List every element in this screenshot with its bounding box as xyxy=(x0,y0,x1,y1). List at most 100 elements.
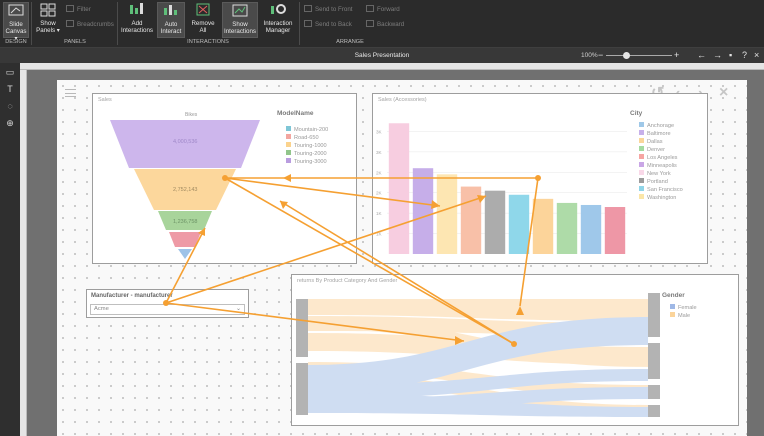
funnel-level-4[interactable] xyxy=(169,232,201,247)
document-title: Sales Presentation xyxy=(354,52,410,59)
sankey-flow[interactable] xyxy=(308,393,648,417)
bar[interactable] xyxy=(412,168,434,254)
breadcrumbs-icon xyxy=(66,20,74,27)
legend-item[interactable]: Portland xyxy=(639,178,668,186)
card-title: Sales (Accessories) xyxy=(378,97,427,103)
interaction-manager-button[interactable]: Interaction Manager xyxy=(260,2,296,38)
back-arrow-icon[interactable]: ← xyxy=(697,50,706,60)
legend-item[interactable]: Touring-3000 xyxy=(286,158,327,166)
comment-icon[interactable]: ◌ xyxy=(7,101,13,111)
legend-label: Washington xyxy=(647,195,677,201)
legend-item[interactable]: Los Angeles xyxy=(639,154,677,162)
show-panels-button[interactable]: Show Panels ▾ xyxy=(35,2,61,38)
slicer-dropdown[interactable]: Acme ⌄ xyxy=(90,304,245,315)
send-to-front-icon xyxy=(304,5,312,12)
menu-icon[interactable] xyxy=(65,89,76,97)
zoom-slider-thumb[interactable] xyxy=(623,52,630,59)
add-interactions-label: Add Interactions xyxy=(121,20,153,34)
legend-label: Touring-3000 xyxy=(294,159,327,165)
funnel-level-5[interactable] xyxy=(178,249,192,259)
sales-funnel-card[interactable]: Sales Bikes 4,000,536 2,752,143 1,236,75… xyxy=(92,93,357,264)
bar[interactable] xyxy=(484,190,506,254)
y-tick-label: 1K xyxy=(376,232,383,237)
sankey-flow[interactable] xyxy=(308,369,648,399)
legend-item[interactable]: Dallas xyxy=(639,138,663,146)
send-to-front-button[interactable]: Send to Front xyxy=(304,5,353,15)
send-to-back-button[interactable]: Send to Back xyxy=(304,20,352,30)
sankey-target-node[interactable] xyxy=(648,343,660,379)
sankey-target-node[interactable] xyxy=(648,405,660,417)
legend-item[interactable]: Minneapolis xyxy=(639,162,677,170)
y-tick-label: 2K xyxy=(376,170,383,175)
bar[interactable] xyxy=(436,174,458,254)
remove-all-label: Remove All xyxy=(191,20,215,34)
legend-item[interactable]: Denver xyxy=(639,146,665,154)
close-slide-icon[interactable]: × xyxy=(719,84,729,101)
zoom-slider[interactable] xyxy=(606,55,672,56)
text-icon[interactable]: T xyxy=(7,84,13,94)
legend-label: Male xyxy=(678,313,691,319)
legend-swatch xyxy=(286,134,291,139)
legend-item[interactable]: Touring-1000 xyxy=(286,142,327,150)
legend-swatch xyxy=(639,162,644,167)
globe-icon[interactable]: ⊕ xyxy=(6,118,14,128)
backward-button[interactable]: Backward xyxy=(366,20,404,30)
legend-label: Portland xyxy=(647,179,668,185)
sankey-source-node[interactable] xyxy=(296,363,308,415)
y-tick-label: 2K xyxy=(376,191,383,196)
legend-item[interactable]: Washington xyxy=(639,194,676,202)
legend-item[interactable]: New York xyxy=(639,170,671,178)
sankey-source-node[interactable] xyxy=(296,299,308,357)
chevron-down-icon: ⌄ xyxy=(235,306,241,312)
slides-icon[interactable]: ▭ xyxy=(5,67,15,77)
help-icon[interactable]: ? xyxy=(742,50,748,60)
bar[interactable] xyxy=(532,198,554,254)
legend-item[interactable]: Baltimore xyxy=(639,130,671,138)
manufacturer-slicer[interactable]: Manufacturer - manufacturer Acme ⌄ xyxy=(86,289,249,318)
forward-arrow-icon[interactable]: → xyxy=(713,50,722,60)
zoom-out-icon[interactable]: − xyxy=(598,50,604,60)
add-interactions-button[interactable]: Add Interactions xyxy=(120,2,154,38)
bar[interactable] xyxy=(508,194,530,254)
remove-all-button[interactable]: Remove All xyxy=(189,2,217,38)
bar[interactable] xyxy=(556,202,578,254)
funnel-level-1[interactable] xyxy=(110,120,260,168)
sankey-target-node[interactable] xyxy=(648,385,660,399)
bar[interactable] xyxy=(460,186,482,254)
auto-interact-button[interactable]: Auto Interact xyxy=(157,2,185,38)
legend-item[interactable]: Road-650 xyxy=(286,134,319,142)
bar[interactable] xyxy=(388,123,410,254)
filter-button[interactable]: Filter xyxy=(66,5,91,15)
auto-interact-icon xyxy=(164,5,177,15)
legend-item[interactable]: Female xyxy=(670,304,697,312)
legend-item[interactable]: Anchorage xyxy=(639,122,674,130)
legend-item[interactable]: Male xyxy=(670,312,690,320)
sales-accessories-card[interactable]: Sales (Accessories) 3K 3K 2K 2K 1K 1K City An… xyxy=(372,93,708,264)
show-interactions-button[interactable]: Show Interactions xyxy=(222,2,258,38)
group-separator xyxy=(299,2,300,45)
send-to-back-label: Send to Back xyxy=(315,21,352,28)
slide-canvas-button[interactable]: Slide Canvas ▾ xyxy=(3,2,29,42)
legend-item[interactable]: Touring-2000 xyxy=(286,150,327,158)
backward-label: Backward xyxy=(377,21,405,28)
legend-item[interactable]: San Francisco xyxy=(639,186,683,194)
legend-item[interactable]: Mountain-200 xyxy=(286,126,328,134)
returns-sankey-card[interactable]: returns By Product Category And Gender G xyxy=(291,274,739,426)
sankey-flow[interactable] xyxy=(308,317,648,393)
filter-label: Filter xyxy=(77,6,91,13)
y-tick-label: 3K xyxy=(376,129,383,134)
zoom-in-icon[interactable]: + xyxy=(674,50,680,60)
legend-swatch xyxy=(286,150,291,155)
save-icon[interactable]: ▪ xyxy=(729,50,733,60)
close-icon[interactable]: × xyxy=(754,50,760,60)
legend-swatch xyxy=(639,154,644,159)
ribbon: Slide Canvas ▾ DESIGN Show Panels ▾ Filt… xyxy=(0,0,764,47)
legend-label: Female xyxy=(678,305,697,311)
bar[interactable] xyxy=(580,204,602,254)
sankey-target-node[interactable] xyxy=(648,293,660,337)
breadcrumbs-button[interactable]: Breadcrumbs xyxy=(66,20,114,30)
legend-swatch xyxy=(639,122,644,127)
y-tick-label: 1K xyxy=(376,211,383,216)
bar[interactable] xyxy=(604,207,626,254)
forward-button[interactable]: Forward xyxy=(366,5,400,15)
